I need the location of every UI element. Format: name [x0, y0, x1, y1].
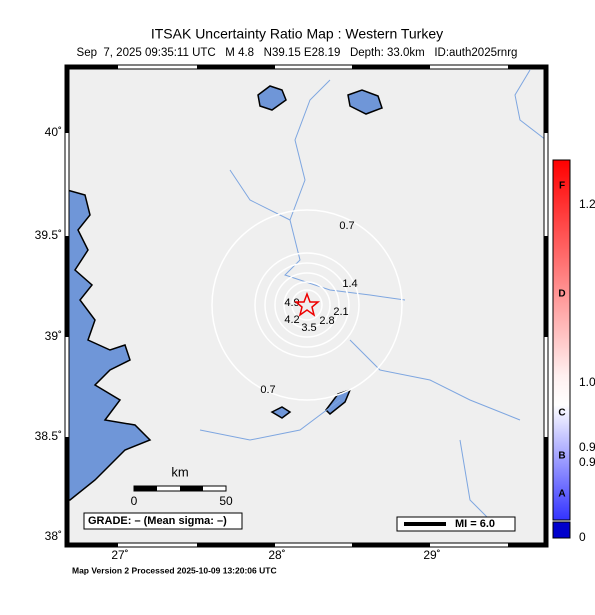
frame-ticks	[65, 65, 548, 547]
contour-labels: 0.7 1.4 2.1 2.8 3.5 4.2 4.9 0.7	[260, 220, 357, 396]
grade-letter: D	[558, 289, 565, 300]
lon-labels: 27˚ 28˚ 29˚	[111, 548, 440, 562]
scale-unit: km	[171, 464, 188, 479]
contour-label: 2.8	[319, 315, 334, 327]
grade-letter: A	[558, 489, 565, 500]
footer: Map Version 2 Processed 2025-10-09 13:20…	[72, 565, 277, 575]
contour-label: 0.7	[339, 220, 354, 232]
contour-label: 3.5	[301, 322, 316, 334]
scale-start: 0	[131, 494, 138, 508]
scale-bar-seg	[134, 486, 157, 491]
colorbar-ticks: 1.2 1.0 0.9 0.9 0	[579, 197, 595, 544]
subtitle: Sep 7, 2025 09:35:11 UTC M 4.8 N39.15 E2…	[77, 47, 518, 59]
lat-labels: 40˚ 39.5˚ 39˚ 38.5˚ 38˚	[35, 125, 62, 543]
colorbar-tick: 0.9	[579, 440, 595, 454]
mi-text: MI = 6.0	[455, 518, 495, 530]
lat-label: 38.5˚	[35, 429, 62, 443]
contours	[211, 209, 403, 401]
contour-label: 0.7	[260, 384, 275, 396]
colorbar: F D C B A 1.2 1.0 0.9 0.9 0	[552, 159, 595, 544]
mi-box	[396, 516, 516, 532]
colorbar-tick: 0	[579, 530, 586, 544]
lake	[347, 89, 383, 115]
colorbar-low	[552, 521, 571, 539]
epicenter	[293, 291, 321, 317]
contour-label: 2.1	[333, 306, 348, 318]
grade-letters: F D C B A	[558, 181, 565, 500]
lat-label: 39˚	[45, 329, 62, 343]
scale-end: 50	[219, 494, 233, 508]
lon-label: 28˚	[268, 548, 285, 562]
colorbar-tick: 0.9	[579, 455, 595, 469]
map-area: 0.7 1.4 2.1 2.8 3.5 4.2 4.9 0.7	[67, 67, 546, 545]
lon-label: 29˚	[423, 548, 440, 562]
scale-bar-seg	[180, 486, 203, 491]
lat-label: 40˚	[45, 125, 62, 139]
title: ITSAK Uncertainty Ratio Map : Western Tu…	[151, 26, 443, 42]
contour-label: 4.2	[284, 314, 299, 326]
grade-letter: C	[558, 408, 565, 419]
lon-label: 27˚	[111, 548, 128, 562]
lake	[257, 85, 287, 111]
contour-label: 4.9	[284, 297, 299, 309]
grade-box	[83, 512, 243, 530]
scale-bar: km 0 50	[131, 464, 233, 508]
colorbar-tick: 1.0	[579, 375, 595, 389]
contour-label: 1.4	[342, 278, 357, 290]
grade-text: GRADE: – (Mean sigma: –)	[88, 515, 227, 527]
map-background	[67, 67, 546, 545]
colorbar-scale	[552, 159, 571, 521]
lat-label: 38˚	[45, 529, 62, 543]
lat-label: 39.5˚	[35, 228, 62, 242]
grade-letter: F	[559, 181, 565, 192]
rivers	[199, 69, 546, 531]
lake	[270, 406, 292, 419]
grade-letter: B	[558, 451, 565, 462]
coastline	[67, 189, 152, 501]
colorbar-tick: 1.2	[579, 197, 595, 211]
